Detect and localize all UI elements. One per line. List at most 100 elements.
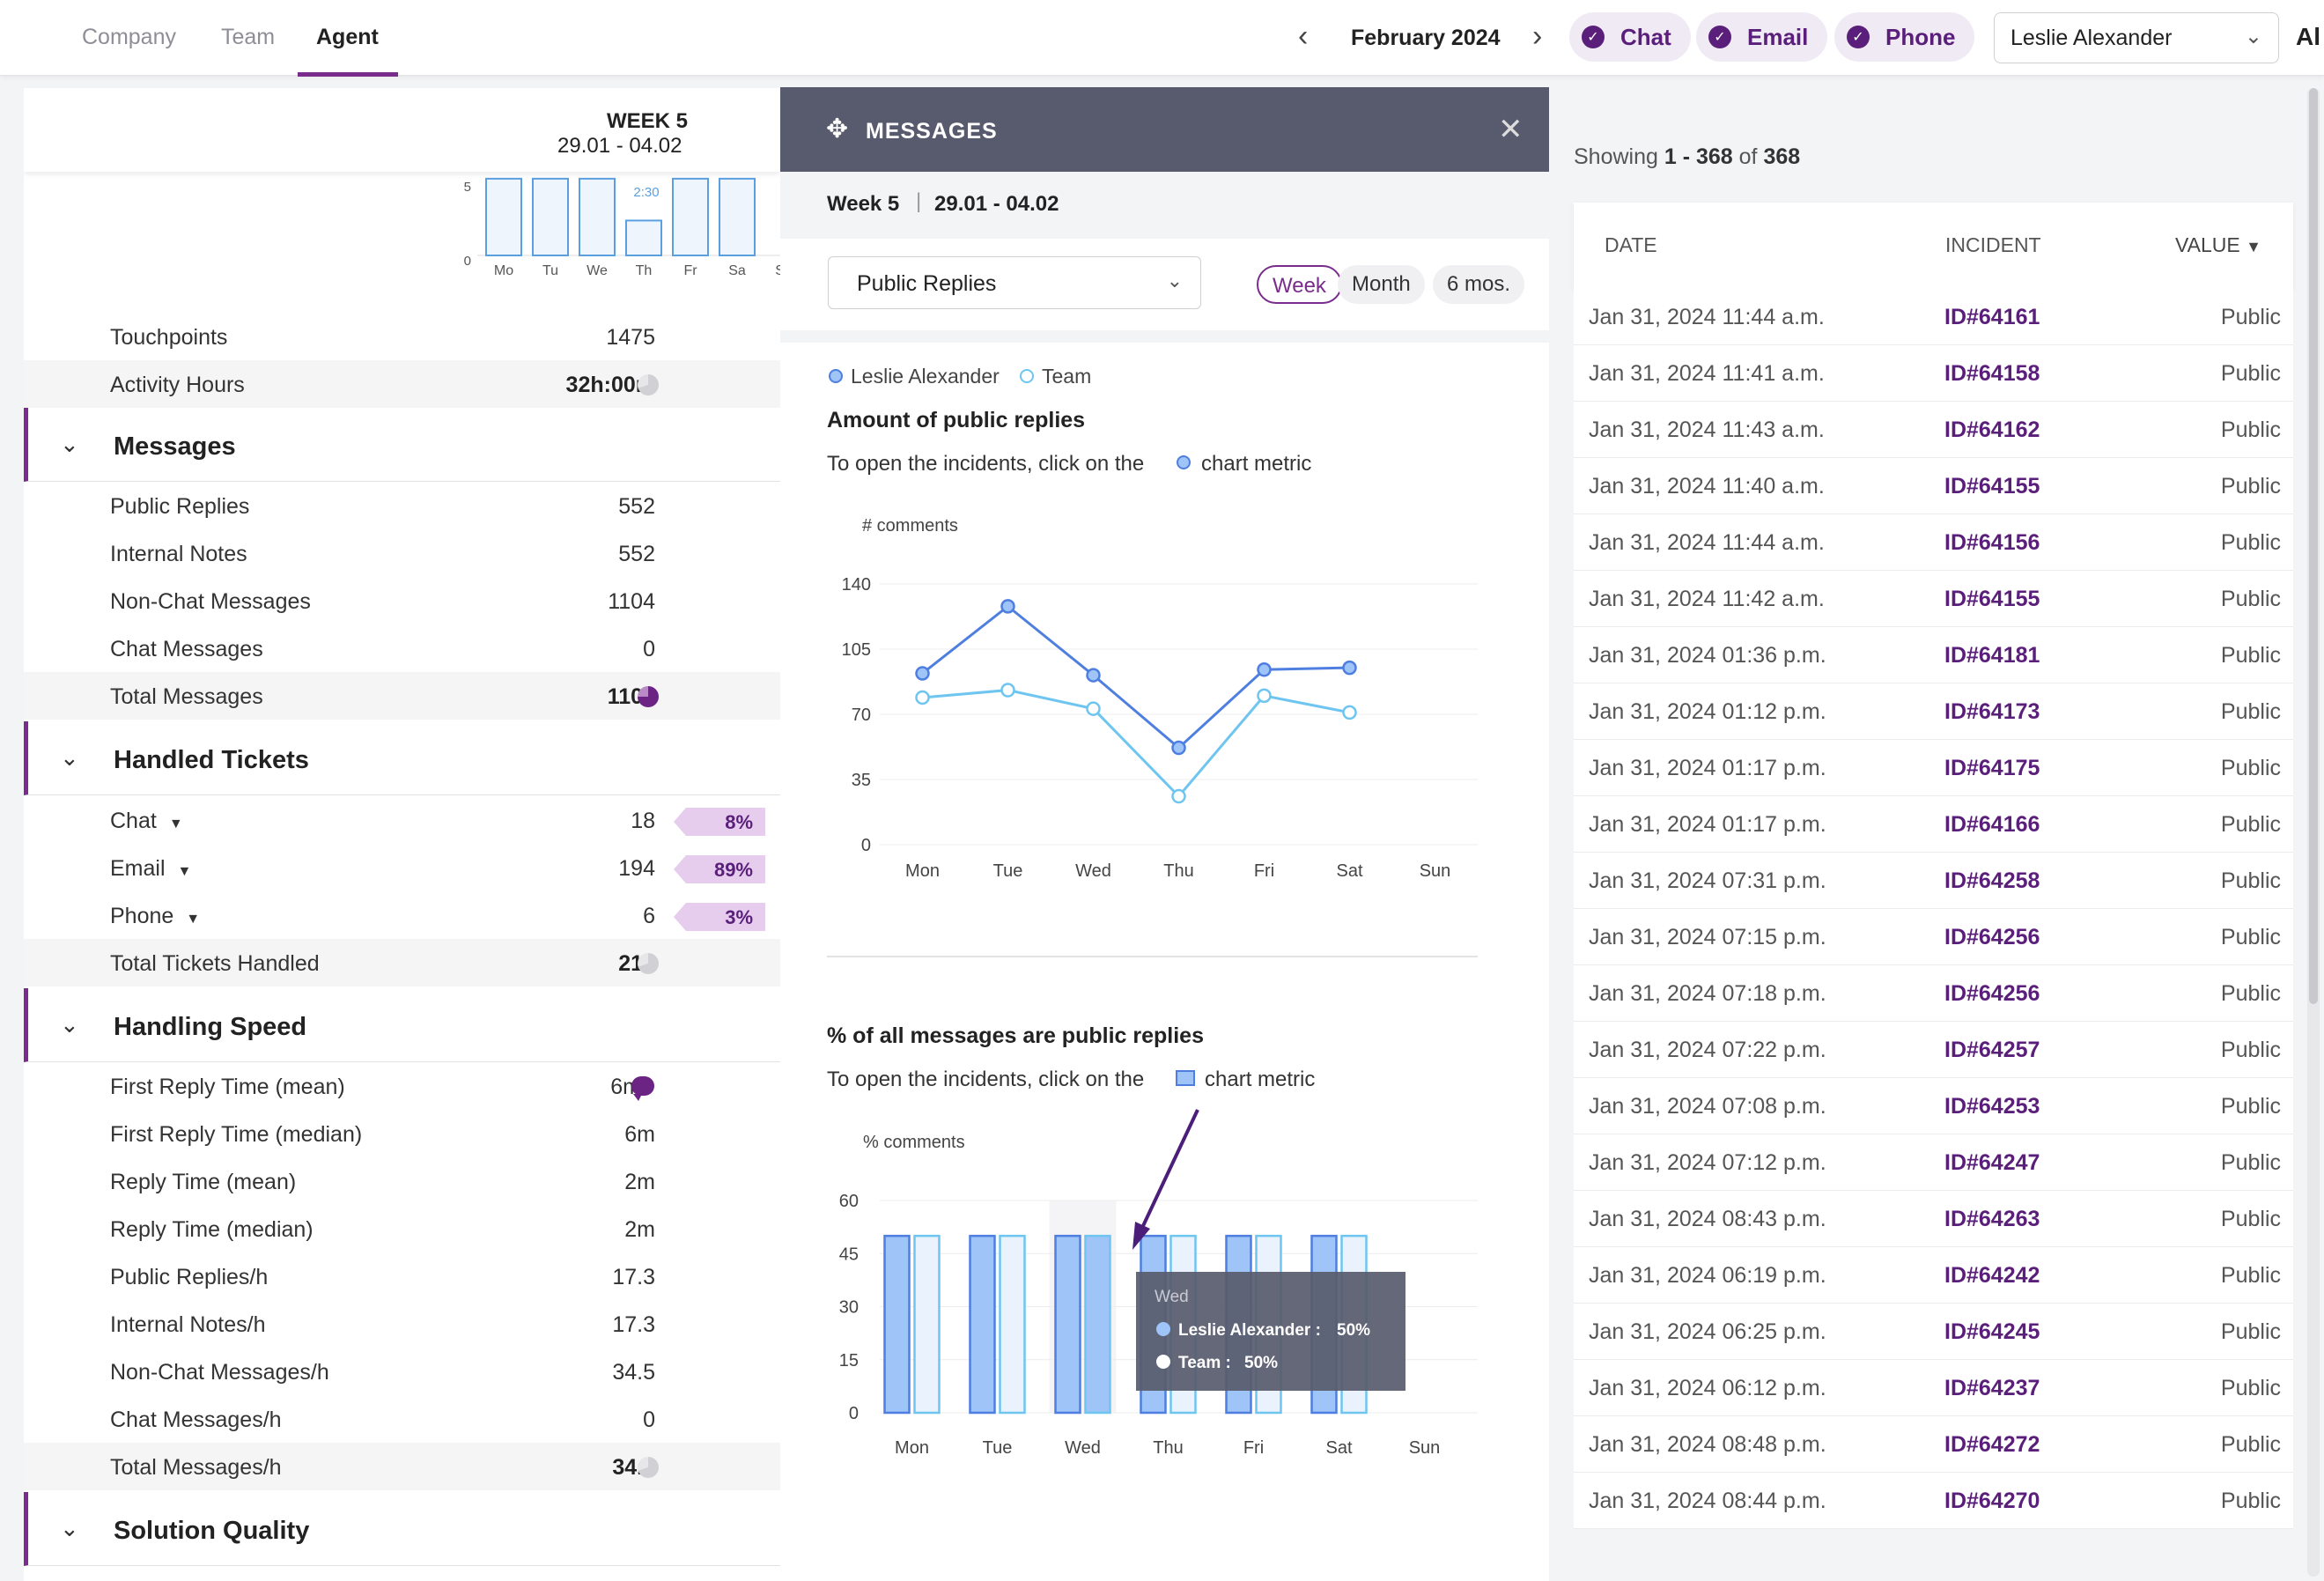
tab-team[interactable]: Team [221, 25, 276, 49]
comment-icon[interactable] [631, 1076, 654, 1101]
next-month-icon[interactable]: › [1532, 19, 1543, 53]
bar-agent[interactable] [1054, 1234, 1081, 1415]
tab-company[interactable]: Company [82, 25, 176, 49]
prev-month-icon[interactable]: ‹ [1298, 19, 1309, 53]
period-week-button[interactable]: Week [1257, 265, 1342, 304]
row-incident-link[interactable]: ID#64272 [1944, 1432, 2040, 1457]
table-row[interactable]: Jan 31, 2024 11:42 a.m. ID#64155 Public [1574, 571, 2293, 627]
column-header-incident[interactable]: INCIDENT [1945, 233, 2041, 256]
row-incident-link[interactable]: ID#64166 [1944, 812, 2040, 837]
chevron-down-icon[interactable]: ⌄ [60, 1011, 79, 1038]
pie-chart-icon[interactable] [638, 1457, 659, 1478]
channel-chat-toggle[interactable]: ✓ Chat [1569, 12, 1691, 62]
filter-bar: Public Replies ⌄ Week Month 6 mos. [780, 239, 1549, 330]
section-handling-speed[interactable]: ⌄ Handling Speed [24, 988, 780, 1062]
chevron-down-icon[interactable]: ⌄ [60, 431, 79, 457]
table-row[interactable]: Jan 31, 2024 06:25 p.m. ID#64245 Public [1574, 1304, 2293, 1360]
table-row[interactable]: Jan 31, 2024 08:48 p.m. ID#64272 Public [1574, 1416, 2293, 1473]
table-row[interactable]: Jan 31, 2024 06:12 p.m. ID#64237 Public [1574, 1360, 2293, 1416]
channel-phone-toggle[interactable]: ✓ Phone [1834, 12, 1975, 62]
row-value: Public [2220, 699, 2281, 724]
x-tick-label: Thu [1153, 1438, 1183, 1458]
scrollbar-thumb[interactable] [2309, 88, 2318, 1004]
table-row[interactable]: Jan 31, 2024 07:15 p.m. ID#64256 Public [1574, 909, 2293, 965]
row-incident-link[interactable]: ID#64263 [1944, 1207, 2040, 1231]
data-point-agent[interactable] [1000, 599, 1015, 614]
tab-agent[interactable]: Agent [316, 25, 379, 49]
data-point-agent[interactable] [915, 666, 930, 681]
table-row[interactable]: Jan 31, 2024 07:18 p.m. ID#64256 Public [1574, 965, 2293, 1022]
row-incident-link[interactable]: ID#64155 [1944, 587, 2040, 611]
row-incident-link[interactable]: ID#64155 [1944, 474, 2040, 499]
table-row[interactable]: Jan 31, 2024 07:31 p.m. ID#64258 Public [1574, 853, 2293, 909]
caret-down-icon[interactable]: ▼ [186, 912, 201, 927]
close-icon[interactable]: ✕ [1498, 113, 1524, 146]
period-month-button[interactable]: Month [1338, 265, 1425, 304]
modal-header[interactable]: ✥ MESSAGES ✕ [780, 87, 1549, 172]
row-incident-link[interactable]: ID#64162 [1944, 417, 2040, 442]
section-handled-tickets[interactable]: ⌄ Handled Tickets [24, 721, 780, 795]
caret-down-icon[interactable]: ▼ [177, 864, 192, 879]
bar-agent[interactable] [883, 1234, 911, 1415]
table-row[interactable]: Jan 31, 2024 11:44 a.m. ID#64161 Public [1574, 289, 2293, 345]
pie-chart-icon[interactable] [638, 953, 659, 974]
row-incident-link[interactable]: ID#64156 [1944, 530, 2040, 555]
table-row[interactable]: Jan 31, 2024 01:17 p.m. ID#64166 Public [1574, 796, 2293, 853]
stat-label-text: Chat [110, 809, 157, 833]
table-row[interactable]: Jan 31, 2024 08:44 p.m. ID#64270 Public [1574, 1473, 2293, 1529]
row-incident-link[interactable]: ID#64256 [1944, 925, 2040, 949]
chevron-down-icon[interactable]: ⌄ [60, 1515, 79, 1541]
table-row[interactable]: Jan 31, 2024 11:40 a.m. ID#64155 Public [1574, 458, 2293, 514]
row-incident-link[interactable]: ID#64175 [1944, 756, 2040, 780]
section-solution-quality[interactable]: ⌄ Solution Quality [24, 1492, 780, 1566]
agent-select[interactable]: Leslie Alexander ⌄ [1994, 12, 2279, 63]
row-incident-link[interactable]: ID#64245 [1944, 1319, 2040, 1344]
table-row[interactable]: Jan 31, 2024 11:44 a.m. ID#64156 Public [1574, 514, 2293, 571]
table-row[interactable]: Jan 31, 2024 01:36 p.m. ID#64181 Public [1574, 627, 2293, 683]
row-incident-link[interactable]: ID#64270 [1944, 1489, 2040, 1513]
column-header-value[interactable]: VALUE ▼ [2175, 233, 2261, 257]
caret-down-icon[interactable]: ▼ [168, 816, 183, 831]
x-tick-label: Sun [1420, 861, 1451, 881]
all-filter-label[interactable]: Al [2296, 23, 2320, 50]
stat-row-phone[interactable]: Phone ▼ 6 3% [24, 891, 780, 939]
table-row[interactable]: Jan 31, 2024 06:19 p.m. ID#64242 Public [1574, 1247, 2293, 1304]
metric-dropdown[interactable]: Public Replies ⌄ [828, 256, 1201, 309]
row-incident-link[interactable]: ID#64181 [1944, 643, 2040, 668]
data-point-agent[interactable] [1257, 662, 1272, 677]
row-incident-link[interactable]: ID#64242 [1944, 1263, 2040, 1288]
row-incident-link[interactable]: ID#64158 [1944, 361, 2040, 386]
pie-chart-icon[interactable] [638, 374, 659, 395]
pie-chart-icon[interactable] [638, 686, 659, 707]
row-incident-link[interactable]: ID#64256 [1944, 981, 2040, 1006]
column-header-date[interactable]: DATE [1605, 233, 1657, 256]
channel-email-toggle[interactable]: ✓ Email [1696, 12, 1828, 62]
bar-agent[interactable] [969, 1234, 996, 1415]
table-row[interactable]: Jan 31, 2024 07:12 p.m. ID#64247 Public [1574, 1134, 2293, 1191]
row-incident-link[interactable]: ID#64237 [1944, 1376, 2040, 1400]
page-scrollbar[interactable] [2307, 88, 2320, 1577]
table-row[interactable]: Jan 31, 2024 11:43 a.m. ID#64162 Public [1574, 402, 2293, 458]
data-point-agent[interactable] [1171, 740, 1186, 756]
data-point-agent[interactable] [1342, 660, 1357, 676]
table-row[interactable]: Jan 31, 2024 01:12 p.m. ID#64173 Public [1574, 683, 2293, 740]
stat-row-email[interactable]: Email ▼ 194 89% [24, 844, 780, 891]
stat-row-chat[interactable]: Chat ▼ 18 8% [24, 796, 780, 844]
row-incident-link[interactable]: ID#64257 [1944, 1038, 2040, 1062]
table-row[interactable]: Jan 31, 2024 08:43 p.m. ID#64263 Public [1574, 1191, 2293, 1247]
row-incident-link[interactable]: ID#64258 [1944, 868, 2040, 893]
table-row[interactable]: Jan 31, 2024 11:41 a.m. ID#64158 Public [1574, 345, 2293, 402]
row-incident-link[interactable]: ID#64253 [1944, 1094, 2040, 1119]
row-incident-link[interactable]: ID#64173 [1944, 699, 2040, 724]
row-incident-link[interactable]: ID#64161 [1944, 305, 2040, 329]
row-incident-link[interactable]: ID#64247 [1944, 1150, 2040, 1175]
period-6mos-button[interactable]: 6 mos. [1433, 265, 1525, 304]
sort-desc-icon[interactable]: ▼ [2246, 238, 2261, 255]
section-messages[interactable]: ⌄ Messages [24, 408, 780, 482]
table-row[interactable]: Jan 31, 2024 01:17 p.m. ID#64175 Public [1574, 740, 2293, 796]
table-row[interactable]: Jan 31, 2024 07:22 p.m. ID#64257 Public [1574, 1022, 2293, 1078]
chevron-down-icon[interactable]: ⌄ [60, 744, 79, 771]
table-row[interactable]: Jan 31, 2024 07:08 p.m. ID#64253 Public [1574, 1078, 2293, 1134]
data-point-agent[interactable] [1086, 668, 1101, 683]
move-icon[interactable]: ✥ [826, 115, 849, 144]
